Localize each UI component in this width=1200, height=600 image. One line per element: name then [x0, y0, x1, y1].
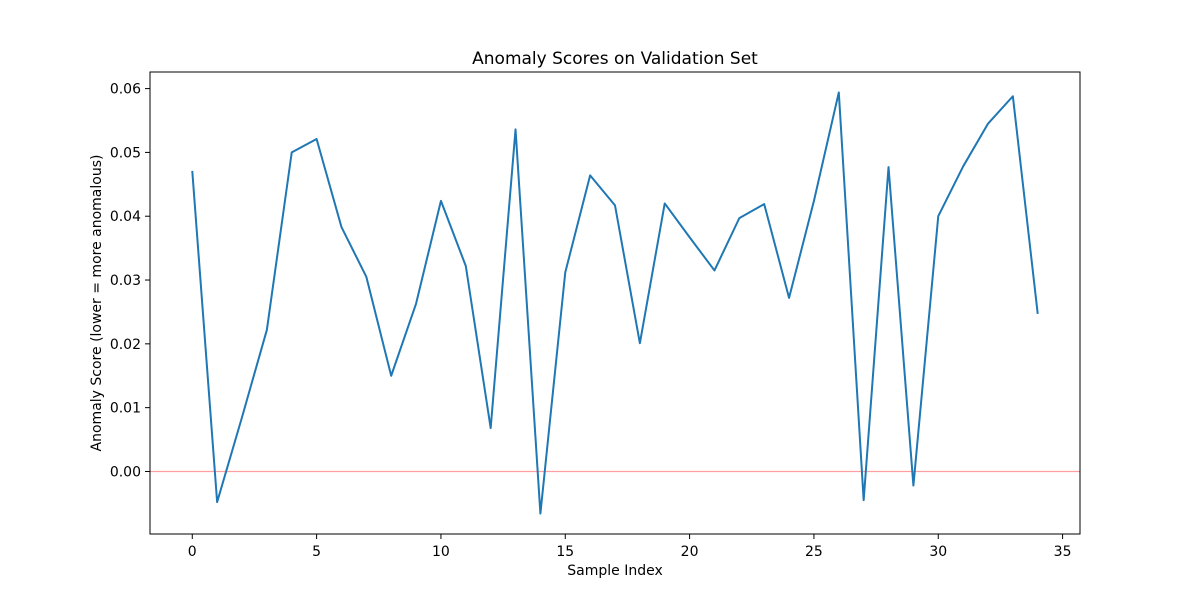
axes-frame: [149, 71, 1081, 535]
x-tick-label: 15: [556, 544, 574, 560]
x-tick-label: 10: [432, 544, 450, 560]
y-tick-label: 0.01: [110, 401, 141, 417]
series-line-0: [191, 91, 1039, 515]
x-tick-label: 20: [681, 544, 699, 560]
y-axis-label: Anomaly Score (lower = more anomalous): [89, 155, 105, 452]
y-tick-label: 0.02: [110, 337, 141, 353]
x-tick-label: 30: [929, 544, 947, 560]
y-tick-label: 0.06: [110, 82, 141, 98]
x-tick-label: 35: [1054, 544, 1072, 560]
x-axis-label: Sample Index: [567, 563, 662, 579]
y-tick-label: 0.04: [110, 209, 141, 225]
x-tick-label: 0: [188, 544, 197, 560]
y-tick-label: 0.00: [110, 464, 141, 480]
x-tick-label: 5: [312, 544, 321, 560]
y-tick-label: 0.03: [110, 273, 141, 289]
plot-area: 0 5 10 15 20 25 30 35 0.00 0.01 0.02 0.03 0.04 0.05 0.…: [110, 71, 1081, 560]
chart-title: Anomaly Scores on Validation Set: [472, 49, 758, 69]
y-tick-label: 0.05: [110, 145, 141, 161]
x-tick-label: 25: [805, 544, 823, 560]
